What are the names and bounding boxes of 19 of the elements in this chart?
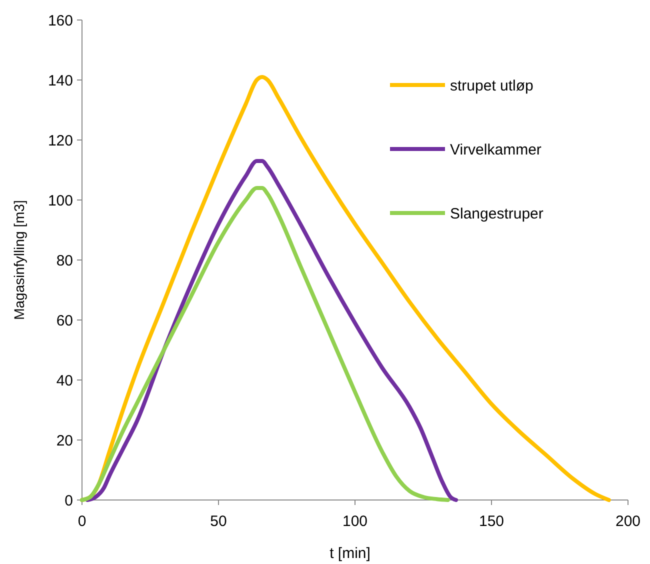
- x-tick-label: 150: [478, 513, 504, 530]
- x-tick-label: 0: [78, 513, 86, 530]
- y-tick-label: 20: [56, 432, 73, 450]
- y-tick-label: 100: [48, 192, 73, 210]
- legend-label: strupet utløp: [450, 77, 534, 94]
- x-tick-label: 100: [342, 513, 368, 530]
- y-tick-label: 80: [56, 252, 73, 270]
- y-tick-label: 40: [56, 372, 73, 390]
- y-tick-label: 0: [64, 492, 73, 510]
- x-tick-label: 50: [210, 513, 227, 530]
- y-tick-label: 160: [48, 12, 73, 30]
- legend-label: Virvelkammer: [450, 141, 542, 158]
- x-axis-title: t [min]: [330, 545, 370, 562]
- legend-label: Slangestruper: [450, 205, 544, 222]
- x-tick-label: 200: [615, 513, 641, 530]
- y-tick-label: 60: [56, 312, 73, 330]
- y-tick-label: 120: [48, 132, 73, 150]
- y-axis-title: Magasinfylling [m3]: [11, 200, 27, 320]
- y-tick-label: 140: [48, 72, 73, 90]
